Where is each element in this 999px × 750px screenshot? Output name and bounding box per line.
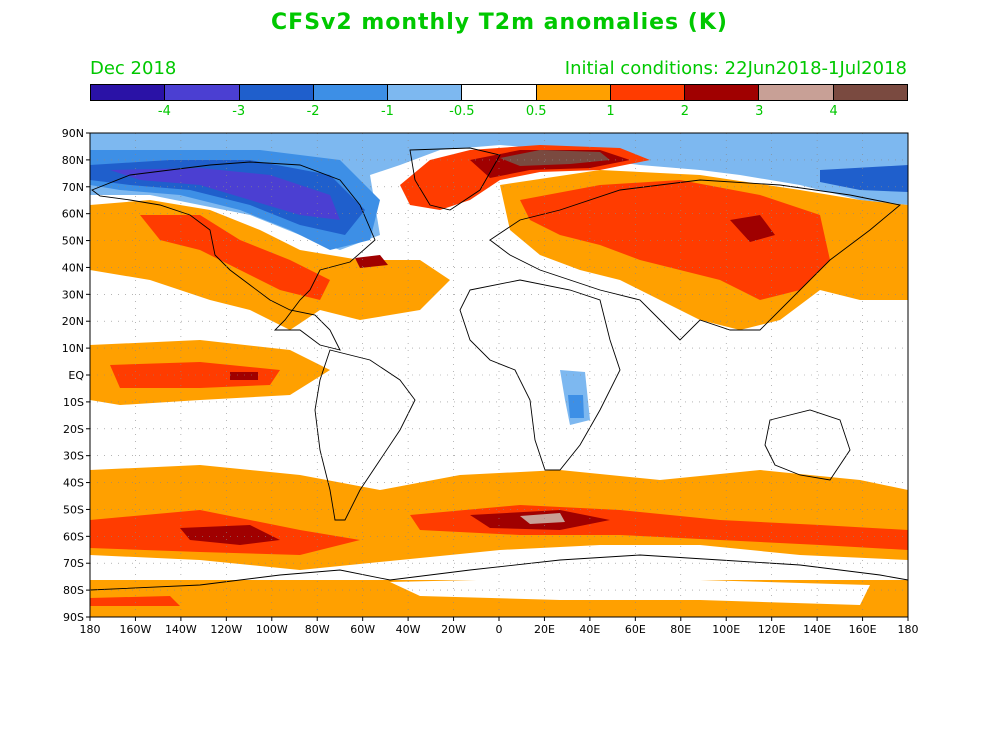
coast-greenland [409,147,501,211]
colorbar-box-4 [388,85,463,100]
lon-label: 60E [625,623,646,636]
lon-label: 0 [496,623,503,636]
namerica-warm-core [140,215,330,300]
coast-south-america [314,349,416,521]
lon-label: 80E [670,623,691,636]
colorbar-label: 1 [606,104,615,119]
lat-label: 20S [63,423,84,436]
africa-cool-core [568,395,584,418]
lat-label: EQ [68,369,84,382]
lat-label: 10S [63,396,84,409]
colorbar-box-2 [239,85,314,100]
coast-north-america [91,161,376,351]
colorbar-label: 2 [680,104,690,119]
lon-label: 140E [803,623,831,636]
lon-label: 180 [80,623,101,636]
lat-label: 40N [62,261,84,274]
lon-label: 100E [712,623,740,636]
coast-australia [764,409,851,481]
lon-label: 160E [849,623,877,636]
canada-cold-extreme [110,168,340,220]
lat-label: 10N [62,342,84,355]
lon-label: 40W [396,623,421,636]
antarctica-warm-core [90,596,180,606]
colorbar-label: 0.5 [525,104,547,119]
barents-max [500,150,610,166]
lon-label: 100W [256,623,288,636]
lon-label: 60W [350,623,375,636]
lat-label: 80S [63,584,84,597]
lat-label: 30S [63,450,84,463]
colorbar-label: 3 [755,104,764,119]
latitude-labels: 90N 80N 70N 60N 50N 40N 30N 20N 10N EQ 10S 20S 30S 40… [62,127,90,624]
lon-label: 180 [898,623,919,636]
lon-label: 20E [534,623,555,636]
colorbar-box-3 [313,85,389,100]
siberia-dark [730,215,775,242]
lat-label: 70N [62,181,84,194]
southern-ocean-peak [520,513,565,524]
tropical-pacific-peak [230,372,258,380]
colorbar-box-9 [759,85,834,100]
colorbar-label: -1 [380,104,394,119]
colorbar-label: 4 [829,104,838,119]
coast-africa [459,279,621,471]
initial-conditions: Initial conditions: 22Jun2018-1Jul2018 [564,58,907,79]
arctic-east-cold [820,165,908,192]
lat-label: 90N [62,127,84,140]
colorbar-box-8 [685,85,760,100]
southern-ocean-dark [180,525,280,545]
coastlines [89,147,909,591]
colorbar-box-7 [610,85,686,100]
colorbar-label: -0.5 [449,104,475,119]
anomaly-field [90,133,908,617]
atlantic-warm-dark [355,255,388,268]
lon-label: 120E [758,623,786,636]
coast-antarctica [89,554,909,591]
chart-title: CFSv2 monthly T2m anomalies (K) [271,10,728,35]
antarctica-white [390,578,870,605]
lat-label: 60N [62,208,84,221]
lat-label: 70S [63,557,84,570]
colorbar-box-1 [165,85,240,100]
lon-label: 80W [305,623,330,636]
colorbar-box-10 [833,85,907,100]
colorbar-box-0 [91,85,166,100]
lon-label: 20W [441,623,466,636]
lon-label: 120W [210,623,242,636]
lat-label: 20N [62,315,84,328]
coast-eurasia [489,179,902,341]
lon-label: 140W [165,623,197,636]
colorbar [90,84,908,101]
lon-label: 160W [120,623,152,636]
colorbar-label: -4 [157,104,171,119]
siberia-warm-core [520,180,830,300]
lon-label: 40E [579,623,600,636]
lat-label: 80N [62,154,84,167]
colorbar-label: -3 [232,104,246,119]
longitude-labels: 180 160W 140W 120W 100W 80W 60W 40W 20W 0 20E 40E 60… [80,617,919,636]
colorbar-label: -2 [306,104,320,119]
lat-label: 90S [63,611,84,624]
lat-label: 60S [63,530,84,543]
lat-label: 30N [62,288,84,301]
lat-label: 50S [63,503,84,516]
lat-label: 40S [63,477,84,490]
forecast-month: Dec 2018 [90,58,177,79]
colorbar-box-6 [536,85,611,100]
colorbar-box-5 [462,85,537,100]
lat-label: 50N [62,235,84,248]
